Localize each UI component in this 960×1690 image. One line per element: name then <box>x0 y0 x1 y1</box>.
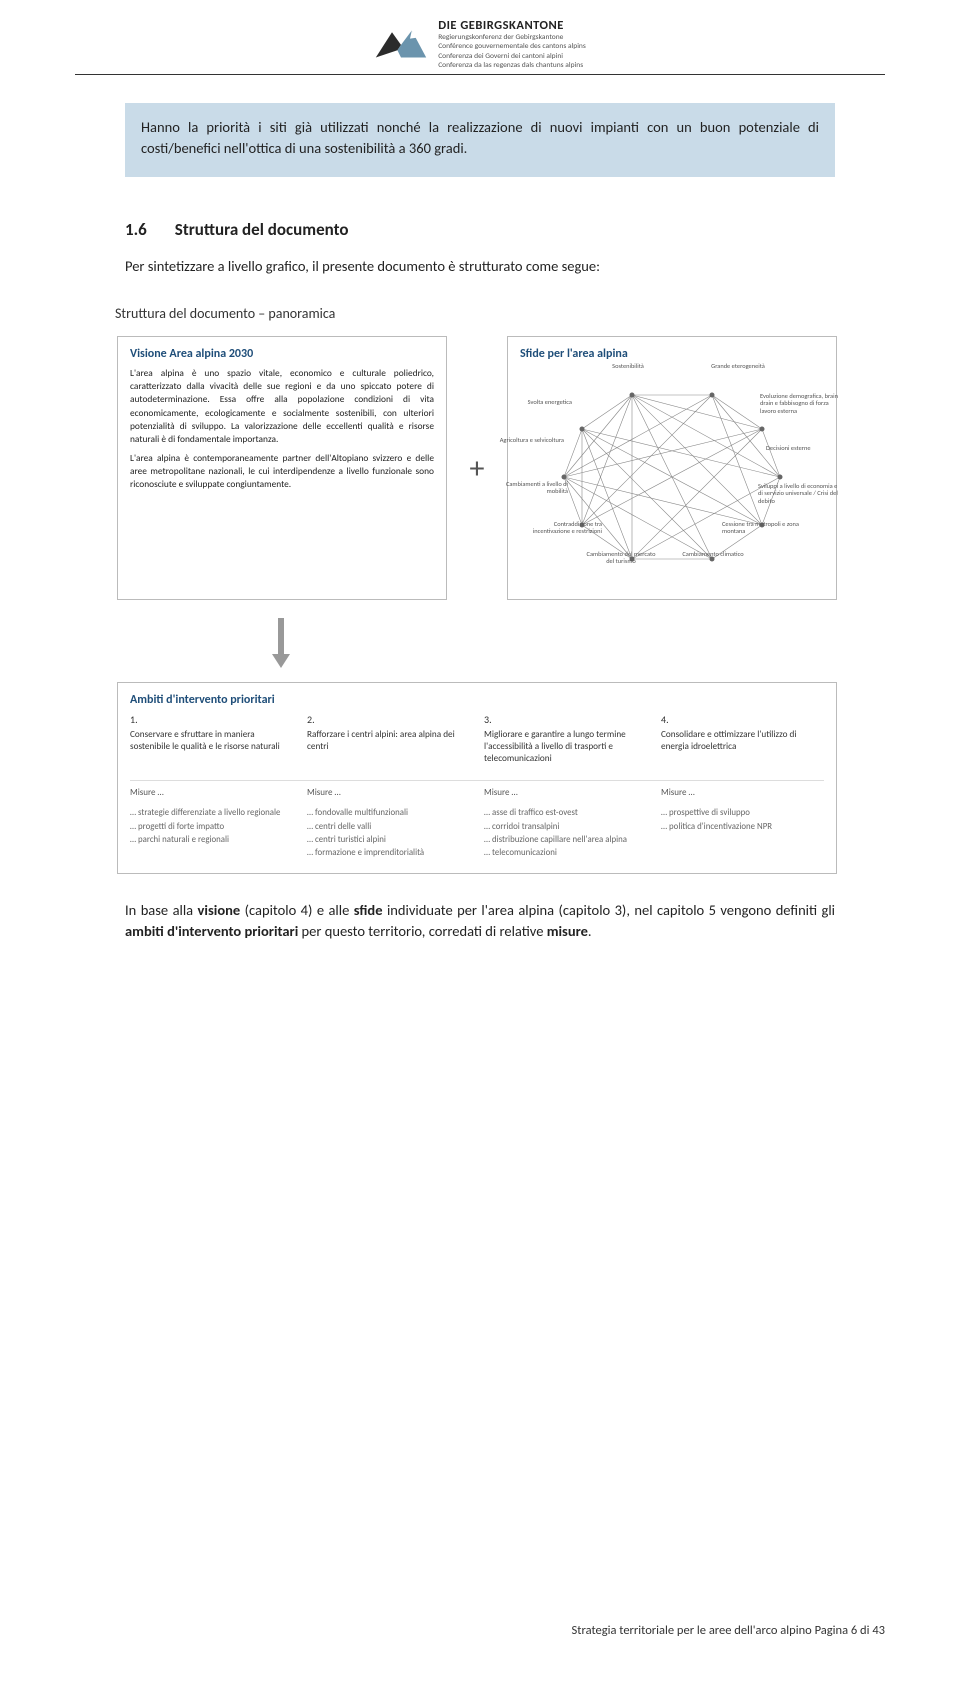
org-sub-fr: Conférence gouvernementale des cantons a… <box>438 42 586 51</box>
closing-bold-visione: visione <box>198 901 241 919</box>
structure-figure: Visione Area alpina 2030 L'area alpina è… <box>117 336 837 874</box>
net-label: Cambiamento climatico <box>678 551 748 558</box>
misure-item: … centri delle valli <box>307 821 470 833</box>
misure-head: Misure … <box>484 787 647 800</box>
net-label: Cambiamenti a livello di mobilità <box>498 481 568 496</box>
misure-item: … corridoi transalpini <box>484 821 647 833</box>
net-label: Cambiamento del mercato del turismo <box>586 551 656 566</box>
section-title: Struttura del documento <box>175 219 349 240</box>
net-label: Contraddizione tra incentivazione e rest… <box>522 521 602 536</box>
net-label: Sostenibilità <box>593 363 663 370</box>
ambiti-heading: Ambiti d'intervento prioritari <box>130 693 824 707</box>
closing-text: per questo territorio, corredati di rela… <box>298 922 546 940</box>
ambiti-box: Ambiti d'intervento prioritari 1. Conser… <box>117 682 837 874</box>
ambiti-num: 4. <box>661 713 824 727</box>
ambiti-desc: Migliorare e garantire a lungo termine l… <box>484 729 647 766</box>
ambiti-col-3: 3. Migliorare e garantire a lungo termin… <box>484 713 647 766</box>
misure-item: … strategie differenziate a livello regi… <box>130 807 293 819</box>
misure-col-3: Misure … … asse di traffico est-ovest … … <box>484 787 647 861</box>
org-sub-it: Conferenza dei Governi dei cantoni alpin… <box>438 52 586 61</box>
ambiti-desc: Conservare e sfruttare in maniera sosten… <box>130 729 293 754</box>
misure-item: … parchi naturali e regionali <box>130 834 293 846</box>
closing-bold-sfide: sfide <box>354 901 383 919</box>
ambiti-col-2: 2. Rafforzare i centri alpini: area alpi… <box>307 713 470 766</box>
vision-box: Visione Area alpina 2030 L'area alpina è… <box>117 336 447 600</box>
misure-col-1: Misure … … strategie differenziate a liv… <box>130 787 293 861</box>
down-arrow-icon <box>117 618 837 668</box>
misure-head: Misure … <box>307 787 470 800</box>
ambiti-grid: 1. Conservare e sfruttare in maniera sos… <box>130 713 824 766</box>
plus-icon: + <box>463 336 491 600</box>
vision-heading: Visione Area alpina 2030 <box>130 347 434 361</box>
closing-paragraph: In base alla visione (capitolo 4) e alle… <box>125 900 835 942</box>
net-label: Agricoltura e selvicoltura <box>494 437 564 444</box>
misure-item: … prospettive di sviluppo <box>661 807 824 819</box>
section-heading: 1.6 Struttura del documento <box>125 219 835 240</box>
net-label: Grande eterogeneità <box>703 363 773 370</box>
closing-bold-misure: misure <box>547 922 588 940</box>
page-footer: Strategia territoriale per le aree dell'… <box>572 1623 885 1638</box>
logo-text: DIE GEBIRGSKANTONE Regierungskonferenz d… <box>438 18 586 71</box>
misure-head: Misure … <box>661 787 824 800</box>
figure-top-row: Visione Area alpina 2030 L'area alpina è… <box>117 336 837 600</box>
closing-text: (capitolo 4) e alle <box>240 901 354 919</box>
net-label: Decisioni esterne <box>766 445 836 452</box>
misure-item: … politica d'incentivazione NPR <box>661 821 824 833</box>
page-content: Hanno la priorità i siti già utilizzati … <box>125 103 835 942</box>
ambiti-num: 2. <box>307 713 470 727</box>
org-title: DIE GEBIRGSKANTONE <box>438 18 586 33</box>
page-header: DIE GEBIRGSKANTONE Regierungskonferenz d… <box>0 18 960 71</box>
ambiti-num: 1. <box>130 713 293 727</box>
misure-item: … telecomunicazioni <box>484 847 647 859</box>
closing-text: In base alla <box>125 901 198 919</box>
misure-item: … asse di traffico est-ovest <box>484 807 647 819</box>
ambiti-desc: Rafforzare i centri alpini: area alpina … <box>307 729 470 754</box>
challenges-box: Sfide per l'area alpina <box>507 336 837 600</box>
misure-item: … distribuzione capillare nell'area alpi… <box>484 834 647 846</box>
closing-text: individuate per l'area alpina (capitolo … <box>383 901 835 919</box>
section-number: 1.6 <box>125 219 147 240</box>
net-label: Cessione tra metropoli e zona montana <box>722 521 808 536</box>
misure-col-2: Misure … … fondovalle multifunzionali … … <box>307 787 470 861</box>
misure-col-4: Misure … … prospettive di sviluppo … pol… <box>661 787 824 861</box>
vision-p1: L'area alpina è uno spazio vitale, econo… <box>130 367 434 446</box>
ambiti-desc: Consolidare e ottimizzare l'utilizzo di … <box>661 729 824 754</box>
callout-box: Hanno la priorità i siti già utilizzati … <box>125 103 835 177</box>
section-intro: Per sintetizzare a livello grafico, il p… <box>125 256 835 277</box>
net-label: Svolta energetica <box>502 399 572 406</box>
closing-text: . <box>588 922 592 940</box>
ambiti-col-1: 1. Conservare e sfruttare in maniera sos… <box>130 713 293 766</box>
net-label: Evoluzione demografica, brain drain e fa… <box>760 393 842 415</box>
closing-bold-ambiti: ambiti d'intervento prioritari <box>125 922 298 940</box>
vision-body: L'area alpina è uno spazio vitale, econo… <box>130 367 434 491</box>
misure-item: … formazione e imprenditorialità <box>307 847 470 859</box>
misure-head: Misure … <box>130 787 293 800</box>
mountain-logo-icon <box>374 25 428 63</box>
header-rule <box>75 74 885 75</box>
figure-caption: Struttura del documento – panoramica <box>115 305 835 322</box>
misure-item: … progetti di forte impatto <box>130 821 293 833</box>
org-sub-rm: Conferenza da las regenzas dals chantuns… <box>438 61 586 70</box>
org-sub-de: Regierungskonferenz der Gebirgskantone <box>438 33 586 42</box>
ambiti-num: 3. <box>484 713 647 727</box>
vision-p2: L'area alpina è contemporaneamente partn… <box>130 452 434 491</box>
ambiti-col-4: 4. Consolidare e ottimizzare l'utilizzo … <box>661 713 824 766</box>
logo-block: DIE GEBIRGSKANTONE Regierungskonferenz d… <box>374 18 586 71</box>
misure-row: Misure … … strategie differenziate a liv… <box>130 780 824 861</box>
challenges-heading: Sfide per l'area alpina <box>520 347 824 361</box>
net-label: Sviluppi a livello di economia e di serv… <box>758 483 842 505</box>
misure-item: … centri turistici alpini <box>307 834 470 846</box>
misure-item: … fondovalle multifunzionali <box>307 807 470 819</box>
